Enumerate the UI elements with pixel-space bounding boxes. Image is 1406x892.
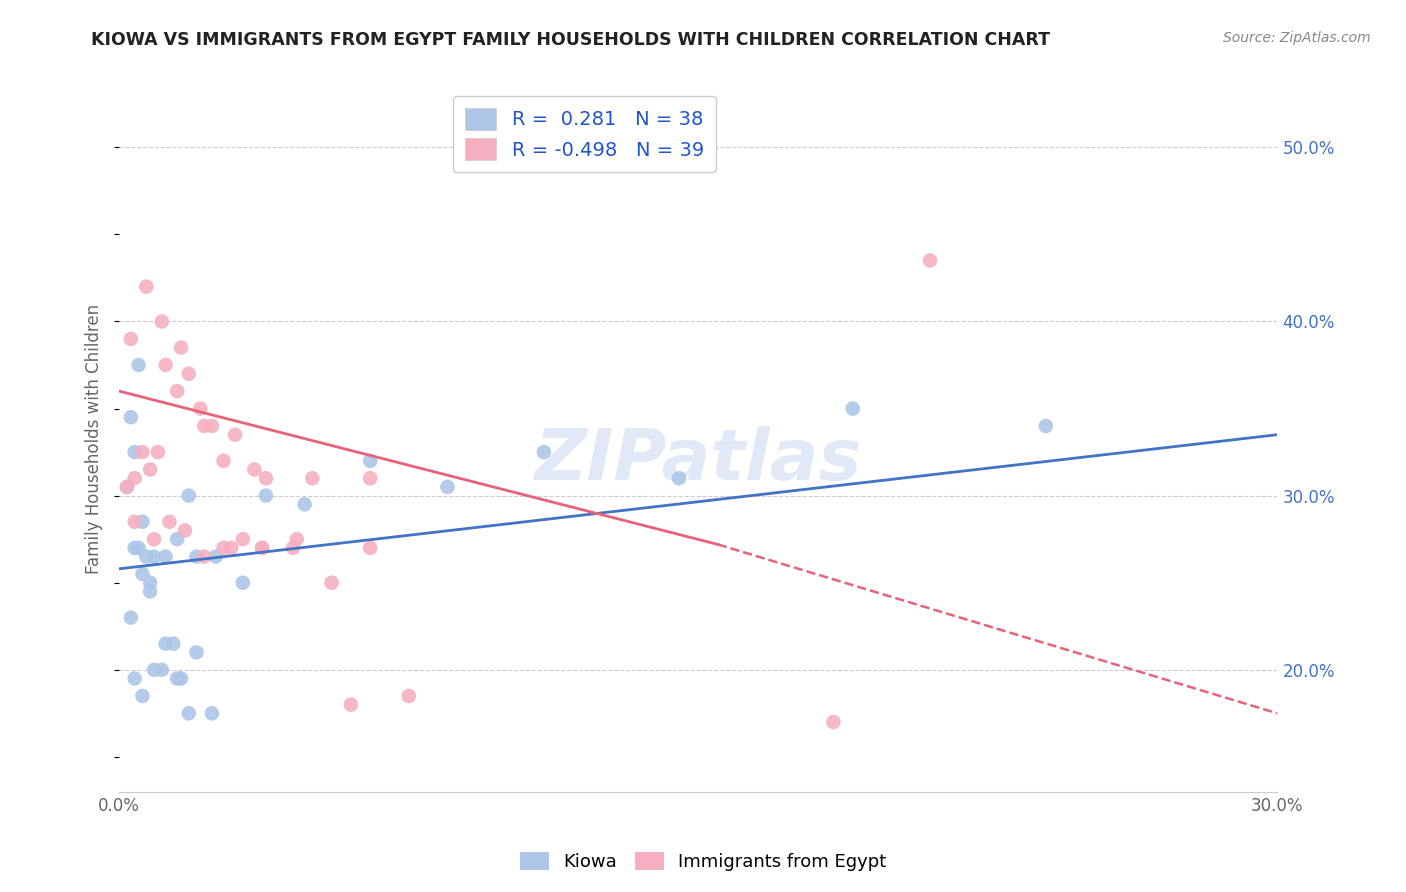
Text: Source: ZipAtlas.com: Source: ZipAtlas.com xyxy=(1223,31,1371,45)
Legend: Kiowa, Immigrants from Egypt: Kiowa, Immigrants from Egypt xyxy=(512,845,894,879)
Point xyxy=(146,445,169,459)
Point xyxy=(842,401,865,416)
Point xyxy=(243,462,266,476)
Point xyxy=(285,532,308,546)
Point xyxy=(533,445,555,459)
Point xyxy=(120,610,142,624)
Point xyxy=(201,706,224,721)
Point xyxy=(124,445,146,459)
Text: ZIPatlas: ZIPatlas xyxy=(534,425,862,495)
Point xyxy=(321,575,343,590)
Point xyxy=(219,541,242,555)
Point xyxy=(155,549,177,564)
Point xyxy=(166,672,188,686)
Point xyxy=(254,471,277,485)
Point xyxy=(359,471,381,485)
Point xyxy=(232,532,254,546)
Point xyxy=(120,410,142,425)
Point xyxy=(155,358,177,372)
Point xyxy=(150,663,173,677)
Point xyxy=(115,480,138,494)
Point xyxy=(250,541,273,555)
Point xyxy=(918,253,941,268)
Point xyxy=(155,637,177,651)
Point xyxy=(359,454,381,468)
Point xyxy=(124,471,146,485)
Point xyxy=(193,419,215,434)
Point xyxy=(301,471,323,485)
Point xyxy=(359,541,381,555)
Point xyxy=(174,524,197,538)
Point xyxy=(143,663,166,677)
Point xyxy=(162,637,184,651)
Point xyxy=(232,575,254,590)
Y-axis label: Family Households with Children: Family Households with Children xyxy=(86,304,103,574)
Point xyxy=(193,549,215,564)
Point xyxy=(120,332,142,346)
Point xyxy=(177,706,200,721)
Text: KIOWA VS IMMIGRANTS FROM EGYPT FAMILY HOUSEHOLDS WITH CHILDREN CORRELATION CHART: KIOWA VS IMMIGRANTS FROM EGYPT FAMILY HO… xyxy=(91,31,1050,49)
Point xyxy=(124,541,146,555)
Point xyxy=(177,367,200,381)
Point xyxy=(131,445,153,459)
Point xyxy=(281,541,304,555)
Point xyxy=(139,575,162,590)
Point xyxy=(131,566,153,581)
Point xyxy=(170,672,193,686)
Point xyxy=(139,462,162,476)
Point xyxy=(159,515,181,529)
Point xyxy=(150,314,173,328)
Point xyxy=(201,419,224,434)
Point xyxy=(224,427,246,442)
Point xyxy=(166,384,188,398)
Point xyxy=(823,714,845,729)
Point xyxy=(170,341,193,355)
Point xyxy=(143,532,166,546)
Point xyxy=(398,689,420,703)
Point xyxy=(212,541,235,555)
Point xyxy=(124,515,146,529)
Point xyxy=(135,279,157,293)
Point xyxy=(186,645,208,659)
Point xyxy=(188,401,211,416)
Point xyxy=(115,480,138,494)
Point xyxy=(166,532,188,546)
Point xyxy=(135,549,157,564)
Point xyxy=(668,471,690,485)
Point xyxy=(131,515,153,529)
Point xyxy=(177,489,200,503)
Point xyxy=(436,480,458,494)
Point xyxy=(143,549,166,564)
Point xyxy=(131,689,153,703)
Point xyxy=(212,454,235,468)
Point xyxy=(186,549,208,564)
Point xyxy=(128,358,150,372)
Point xyxy=(139,584,162,599)
Point xyxy=(124,672,146,686)
Point xyxy=(250,541,273,555)
Legend: R =  0.281   N = 38, R = -0.498   N = 39: R = 0.281 N = 38, R = -0.498 N = 39 xyxy=(453,96,716,172)
Point xyxy=(204,549,226,564)
Point xyxy=(1035,419,1057,434)
Point xyxy=(340,698,363,712)
Point xyxy=(254,489,277,503)
Point xyxy=(128,541,150,555)
Point xyxy=(294,497,316,511)
